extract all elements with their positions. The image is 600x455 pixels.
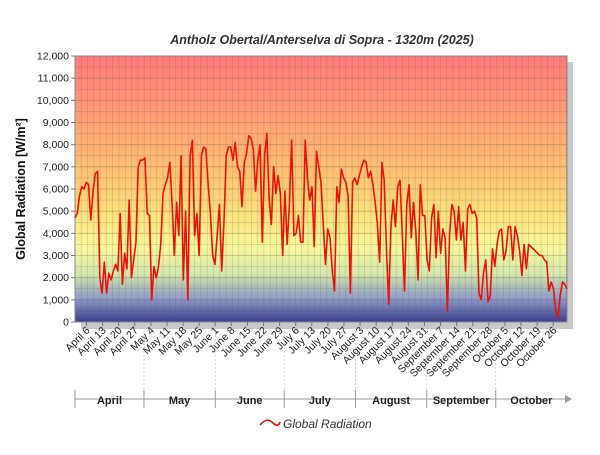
y-tick-label: 12,000	[37, 51, 69, 63]
y-tick-label: 2,000	[43, 272, 69, 284]
legend-label: Global Radiation	[283, 417, 372, 431]
month-label: June	[237, 395, 263, 407]
month-axis-arrow	[565, 395, 572, 403]
y-tick-label: 5,000	[43, 206, 69, 218]
month-label: October	[510, 395, 553, 407]
legend: Global Radiation	[259, 417, 372, 431]
y-tick-label: 3,000	[43, 250, 69, 262]
series-line-global-radiation	[74, 132, 568, 319]
month-label: September	[433, 395, 491, 407]
y-tick-label: 0	[63, 317, 69, 329]
grid	[75, 56, 567, 322]
y-tick-label: 4,000	[43, 228, 69, 240]
y-tick-label: 11,000	[38, 73, 69, 85]
month-label: July	[309, 395, 332, 407]
y-tick-label: 8,000	[43, 139, 69, 151]
month-axis: April May June July August September October	[74, 327, 572, 408]
y-tick-label: 9,000	[43, 117, 69, 129]
month-label: August	[372, 395, 410, 407]
y-tick-label: 6,000	[43, 184, 69, 196]
chart-title: Antholz Obertal/Anterselva di Sopra - 13…	[169, 33, 474, 47]
month-label: April	[97, 395, 122, 407]
y-tick-label: 1,000	[43, 294, 69, 306]
y-tick-label: 10,000	[37, 95, 69, 107]
legend-line-icon	[259, 419, 281, 426]
series-layer	[74, 132, 568, 319]
y-axis-label: Global Radiation [W/m²]	[14, 118, 28, 260]
y-tick-label: 7,000	[43, 161, 69, 173]
month-label: May	[169, 395, 191, 407]
